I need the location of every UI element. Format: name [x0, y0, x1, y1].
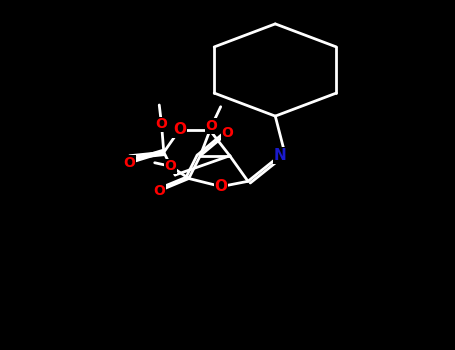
Text: N: N — [273, 148, 286, 163]
Text: O: O — [156, 117, 167, 131]
Text: O: O — [206, 119, 217, 133]
Text: O: O — [165, 159, 177, 173]
Text: O: O — [153, 184, 165, 198]
Text: O: O — [215, 179, 228, 194]
Text: O: O — [124, 156, 136, 170]
Text: O: O — [173, 122, 186, 137]
Text: O: O — [222, 126, 233, 140]
